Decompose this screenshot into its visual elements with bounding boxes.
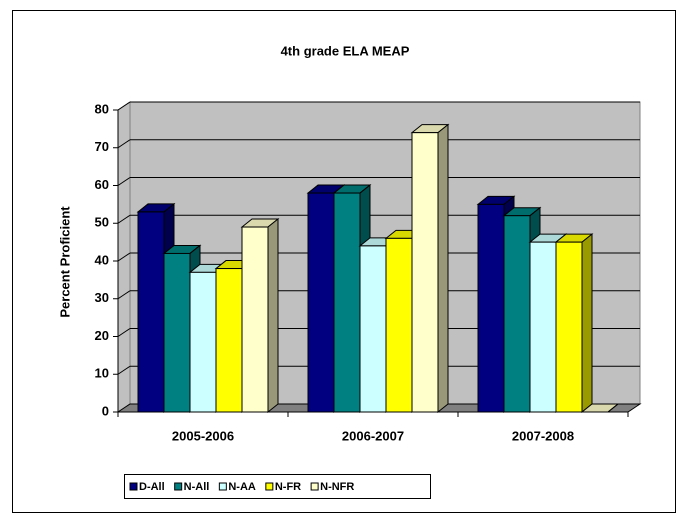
grid-line	[117, 139, 131, 149]
y-tick-label: 20	[95, 328, 109, 343]
y-tick-label: 40	[95, 252, 109, 267]
bar	[410, 123, 450, 414]
legend-swatch	[129, 482, 138, 491]
bar-front	[555, 241, 583, 413]
x-tick-label: 2006-2007	[342, 428, 404, 443]
bar-front	[333, 192, 361, 413]
y-tick-label: 70	[95, 139, 109, 154]
bar-side	[267, 217, 279, 414]
legend-swatch	[218, 482, 227, 491]
bar-front	[137, 211, 165, 413]
bar-front	[503, 215, 531, 413]
legend-swatch	[174, 482, 183, 491]
grid-line	[117, 328, 131, 337]
x-tick-label: 2007-2008	[512, 428, 574, 443]
bar-front	[189, 271, 217, 413]
grid-line	[117, 290, 131, 300]
bar-front	[359, 245, 387, 413]
grid-line	[117, 101, 131, 111]
bar-front	[241, 226, 269, 413]
bar	[554, 233, 594, 414]
bar-front	[411, 132, 439, 413]
grid-line	[117, 214, 131, 224]
grid-line	[117, 177, 131, 186]
legend-text: N-AA	[228, 481, 256, 493]
legend-text: N-FR	[275, 481, 301, 493]
legend-text: N-All	[184, 481, 210, 493]
y-tick-label: 60	[95, 177, 109, 192]
chart-title: 4th grade ELA MEAP	[281, 43, 410, 58]
bar-front	[477, 203, 505, 413]
legend-text: D-All	[139, 481, 165, 493]
bar-side	[437, 123, 449, 414]
bar-front	[529, 241, 557, 413]
y-tick-label: 30	[95, 290, 109, 305]
x-tick-label: 2005-2006	[172, 428, 234, 443]
legend-swatch	[265, 482, 274, 491]
bar	[580, 403, 620, 413]
grid-line	[117, 252, 131, 262]
bar	[240, 217, 280, 414]
bar-front	[215, 268, 243, 413]
grid-line	[117, 365, 131, 375]
bar-side	[607, 403, 619, 413]
bar-front	[163, 252, 191, 413]
y-tick-label: 80	[95, 101, 109, 116]
y-axis-label: Percent Proficient	[57, 206, 72, 318]
y-tick-label: 0	[102, 403, 109, 418]
bar-front	[385, 237, 413, 413]
bar-side	[581, 233, 593, 414]
bar-front	[307, 192, 335, 413]
y-tick-label: 10	[95, 366, 109, 381]
legend-swatch	[310, 482, 319, 491]
legend-text: N-NFR	[320, 481, 354, 493]
y-tick-label: 50	[95, 215, 109, 230]
